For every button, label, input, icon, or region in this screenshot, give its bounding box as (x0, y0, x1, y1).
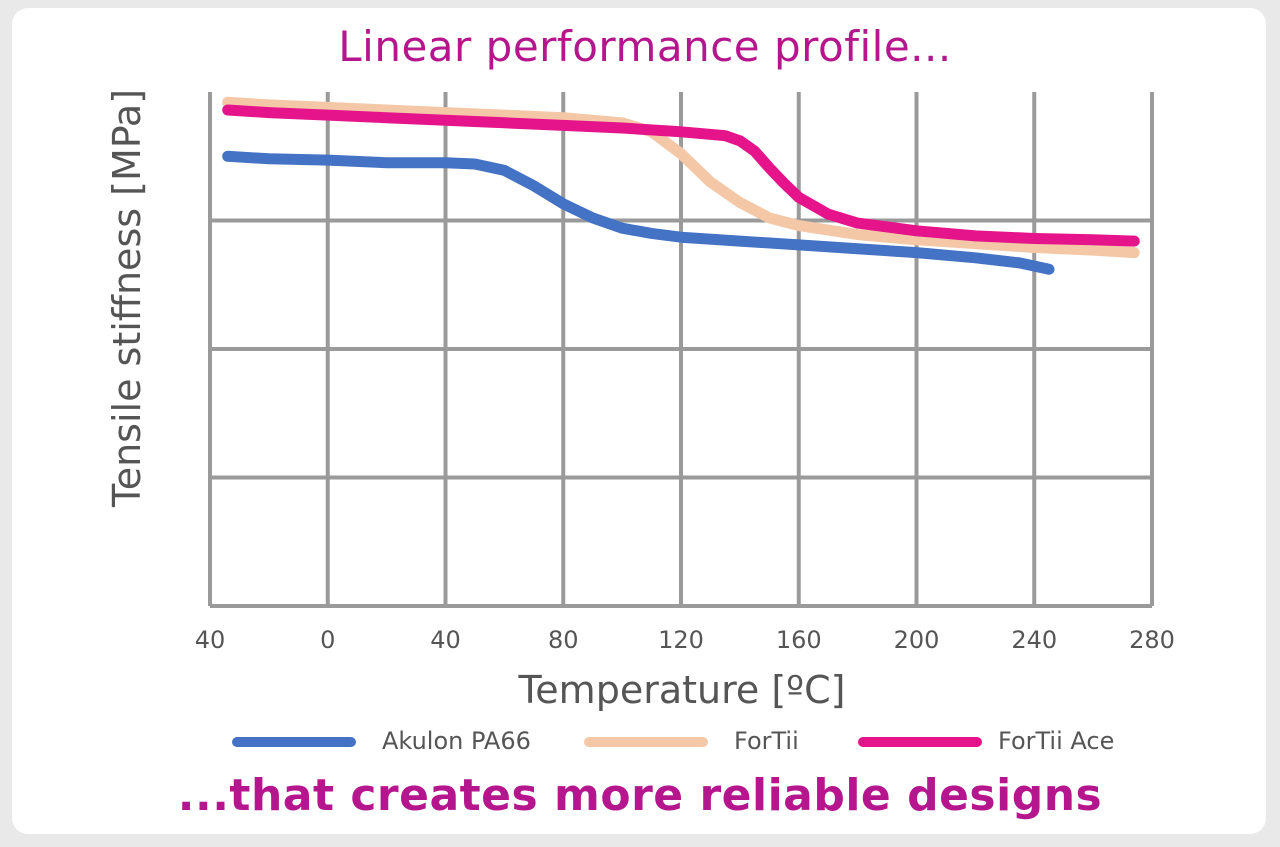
y-axis-label: Tensile stiffness [MPa] (105, 89, 149, 508)
legend: Akulon PA66 ForTii ForTii Ace (0, 726, 1280, 758)
chart-card (12, 8, 1266, 834)
x-tick-label: 80 (548, 626, 579, 654)
x-tick-label: 40 (195, 626, 226, 654)
x-tick-label: 40 (430, 626, 461, 654)
x-tick-label: 200 (894, 626, 940, 654)
x-tick-label: 280 (1129, 626, 1175, 654)
x-tick-labels: 40 0 40 80 120 160 200 240 280 (195, 626, 1175, 654)
x-tick-label: 160 (776, 626, 822, 654)
legend-swatch (858, 737, 982, 747)
series-line-akulon-pa66 (222, 150, 1055, 275)
grid (208, 92, 1154, 608)
legend-swatch (232, 737, 356, 747)
series-line-fortii-ace (222, 104, 1140, 247)
x-axis-label: Temperature [ºC] (518, 668, 846, 712)
chart-subtitle: ...that creates more reliable designs (177, 770, 1103, 821)
x-tick-label: 0 (320, 626, 335, 654)
x-tick-label: 240 (1011, 626, 1057, 654)
chart-title: Linear performance profile... (338, 22, 952, 71)
series-lines (222, 96, 1140, 275)
legend-label: ForTii Ace (998, 727, 1115, 755)
x-tick-label: 120 (658, 626, 704, 654)
legend-swatch (584, 737, 708, 747)
series-line-fortii (222, 96, 1140, 259)
legend-label: ForTii (734, 727, 799, 755)
legend-label: Akulon PA66 (382, 727, 531, 755)
